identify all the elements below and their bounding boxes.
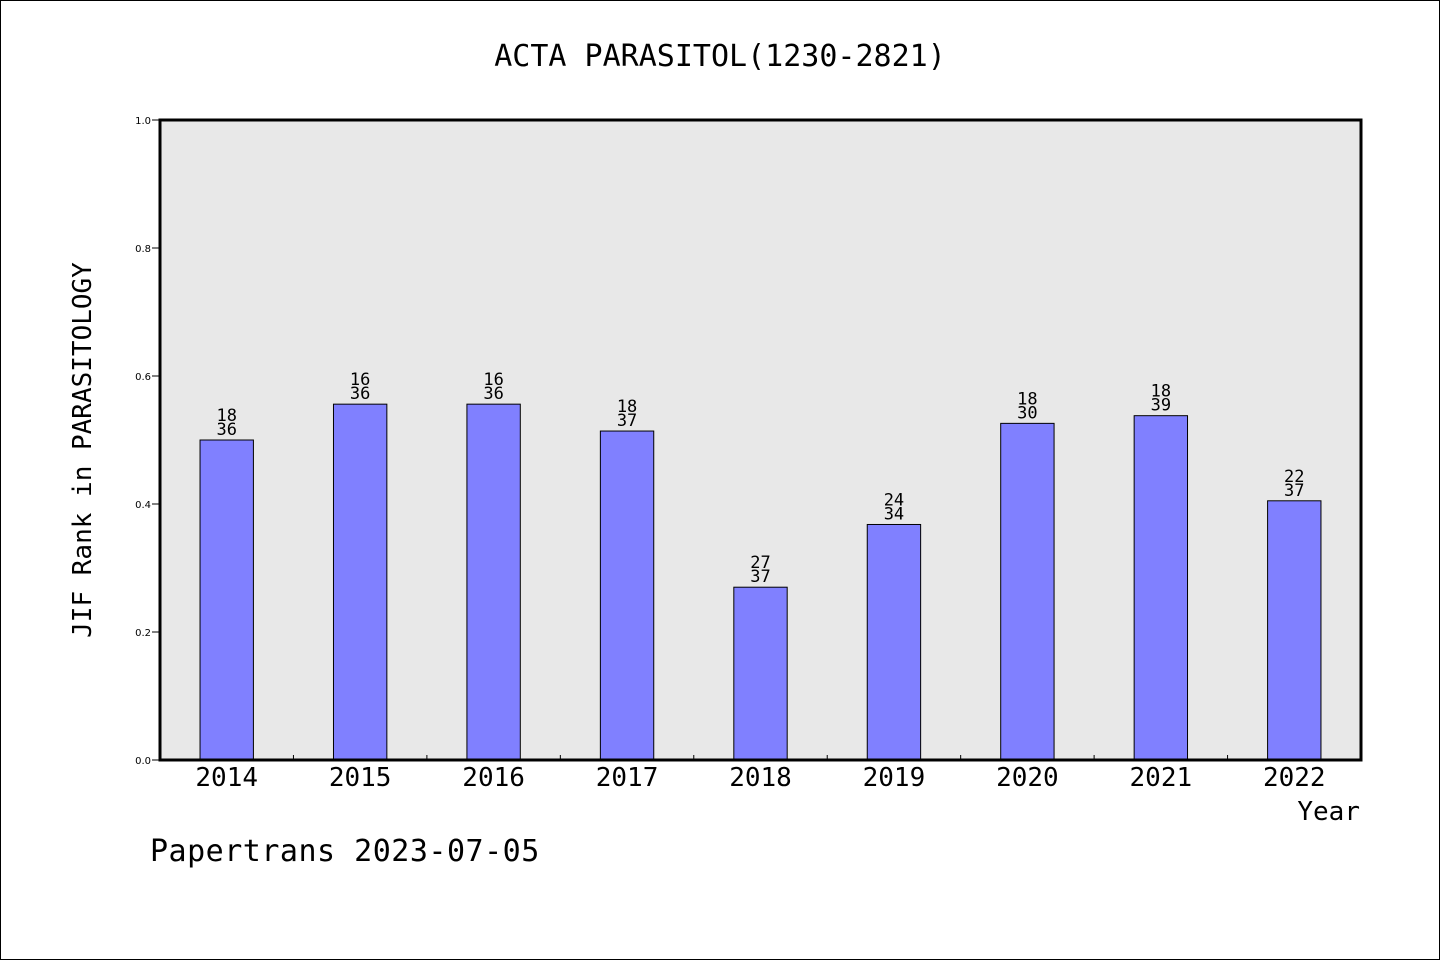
y-tick-label-0.8: 0.8 (135, 244, 151, 255)
bar-2014 (199, 439, 254, 761)
chart-title: ACTA PARASITOL(1230-2821) (494, 39, 946, 74)
footer-credit: Papertrans 2023-07-05 (150, 834, 540, 869)
bar-2015 (332, 403, 388, 761)
x-tick-label-2022: 2022 (1263, 763, 1326, 793)
x-tick-label-2014: 2014 (195, 763, 258, 793)
bar-2020 (1000, 422, 1055, 761)
y-axis-label: JIF Rank in PARASITOLOGY (68, 262, 98, 638)
bar-label-rank-2021: 18 (1151, 382, 1171, 402)
bar-label-total-2015: 36 (350, 384, 370, 404)
bar-label-rank-2016: 16 (483, 370, 503, 390)
bar-label-total-2021: 39 (1151, 396, 1171, 416)
bar-label-rank-2014: 18 (216, 406, 236, 426)
x-tick-label-2017: 2017 (596, 763, 659, 793)
bar-label-rank-2015: 16 (350, 370, 370, 390)
y-tick-label-0.2: 0.2 (135, 628, 151, 639)
x-tick-label-2021: 2021 (1130, 763, 1193, 793)
bar-2019 (866, 523, 922, 761)
x-tick-label-2019: 2019 (863, 763, 926, 793)
bar-label-rank-2017: 18 (617, 397, 637, 417)
bar-label-total-2014: 36 (216, 420, 236, 440)
bar-2022 (1267, 500, 1322, 761)
bar-label-rank-2019: 24 (884, 490, 904, 510)
bar-label-total-2022: 37 (1284, 481, 1304, 501)
bar-2018 (733, 586, 788, 761)
bar-2021 (1133, 415, 1189, 761)
bar-label-rank-2020: 18 (1017, 389, 1037, 409)
y-tick-label-1.0: 1.0 (135, 116, 151, 127)
x-tick-label-2015: 2015 (329, 763, 392, 793)
y-tick-label-0.6: 0.6 (135, 372, 151, 383)
y-tick-label-0.4: 0.4 (135, 500, 151, 511)
bar-2017 (599, 430, 655, 761)
plot-border (158, 118, 1363, 762)
bar-label-total-2017: 37 (617, 411, 637, 431)
y-tick-label-0.0: 0.0 (135, 756, 151, 767)
bar-label-rank-2022: 22 (1284, 467, 1304, 487)
bar-label-total-2019: 34 (884, 504, 904, 524)
x-tick-label-2016: 2016 (462, 763, 525, 793)
x-tick-label-2018: 2018 (729, 763, 792, 793)
bar-2016 (466, 403, 521, 761)
bar-label-total-2020: 30 (1017, 403, 1037, 423)
x-tick-label-2020: 2020 (996, 763, 1059, 793)
x-axis-label: Year (1297, 797, 1360, 827)
bar-label-total-2018: 37 (750, 567, 770, 587)
bar-label-total-2016: 36 (483, 384, 503, 404)
bar-label-rank-2018: 27 (750, 553, 770, 573)
